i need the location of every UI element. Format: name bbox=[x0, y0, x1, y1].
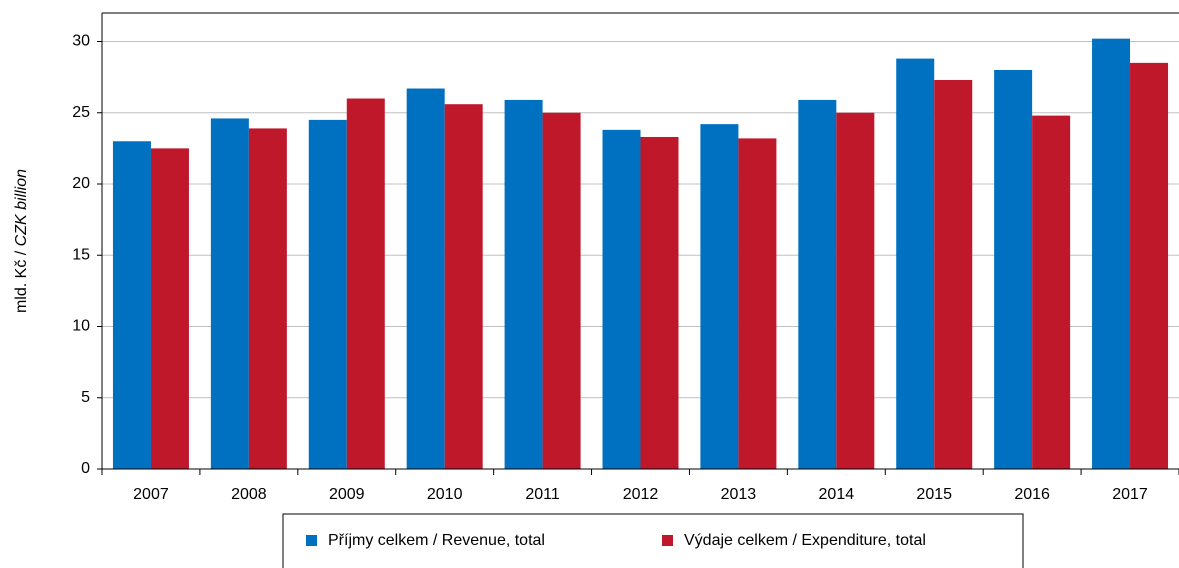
x-tick-label: 2017 bbox=[1112, 486, 1148, 503]
y-tick-label: 30 bbox=[72, 33, 90, 50]
legend-swatch bbox=[662, 535, 673, 546]
bar bbox=[1130, 62, 1169, 469]
bar bbox=[640, 136, 679, 469]
bar bbox=[210, 118, 249, 469]
bar bbox=[602, 129, 641, 469]
x-tick-label: 2014 bbox=[819, 486, 855, 503]
x-tick-label: 2009 bbox=[329, 486, 365, 503]
y-tick-label: 5 bbox=[81, 389, 90, 406]
bar bbox=[836, 112, 875, 469]
legend-box bbox=[282, 513, 1024, 568]
x-tick-label: 2015 bbox=[916, 486, 952, 503]
bar bbox=[1032, 115, 1071, 469]
legend-swatch bbox=[306, 535, 317, 546]
bar bbox=[504, 99, 543, 470]
bar bbox=[150, 148, 189, 469]
bar bbox=[1092, 38, 1131, 470]
bar bbox=[444, 104, 483, 469]
x-tick-label: 2016 bbox=[1014, 486, 1050, 503]
x-tick-label: 2013 bbox=[721, 486, 757, 503]
bar bbox=[994, 70, 1033, 469]
bar bbox=[112, 141, 151, 469]
x-tick-label: 2011 bbox=[525, 486, 560, 503]
bar bbox=[542, 112, 581, 469]
x-tick-label: 2007 bbox=[133, 486, 169, 503]
x-tick-label: 2008 bbox=[231, 486, 267, 503]
bar bbox=[248, 128, 287, 470]
bar bbox=[934, 79, 973, 469]
legend-label: Příjmy celkem / Revenue, total bbox=[328, 532, 545, 549]
bar bbox=[346, 98, 385, 469]
y-tick-label: 20 bbox=[72, 175, 90, 192]
bar bbox=[406, 88, 445, 470]
bar bbox=[896, 58, 935, 469]
bar bbox=[798, 99, 837, 470]
y-tick-label: 25 bbox=[72, 104, 90, 121]
bar bbox=[700, 124, 739, 470]
y-tick-label: 0 bbox=[81, 460, 90, 477]
legend-label: Výdaje celkem / Expenditure, total bbox=[684, 532, 926, 549]
y-tick-label: 15 bbox=[72, 246, 90, 263]
y-axis-label-cz: mld. Kč / bbox=[13, 250, 30, 313]
x-tick-label: 2010 bbox=[427, 486, 463, 503]
x-tick-label: 2012 bbox=[623, 486, 659, 503]
y-axis-label-en: CZK billion bbox=[13, 169, 30, 246]
bar bbox=[738, 138, 777, 469]
y-tick-label: 10 bbox=[72, 318, 90, 335]
y-axis-label: mld. Kč / CZK billion bbox=[13, 169, 30, 313]
bar bbox=[308, 119, 347, 469]
